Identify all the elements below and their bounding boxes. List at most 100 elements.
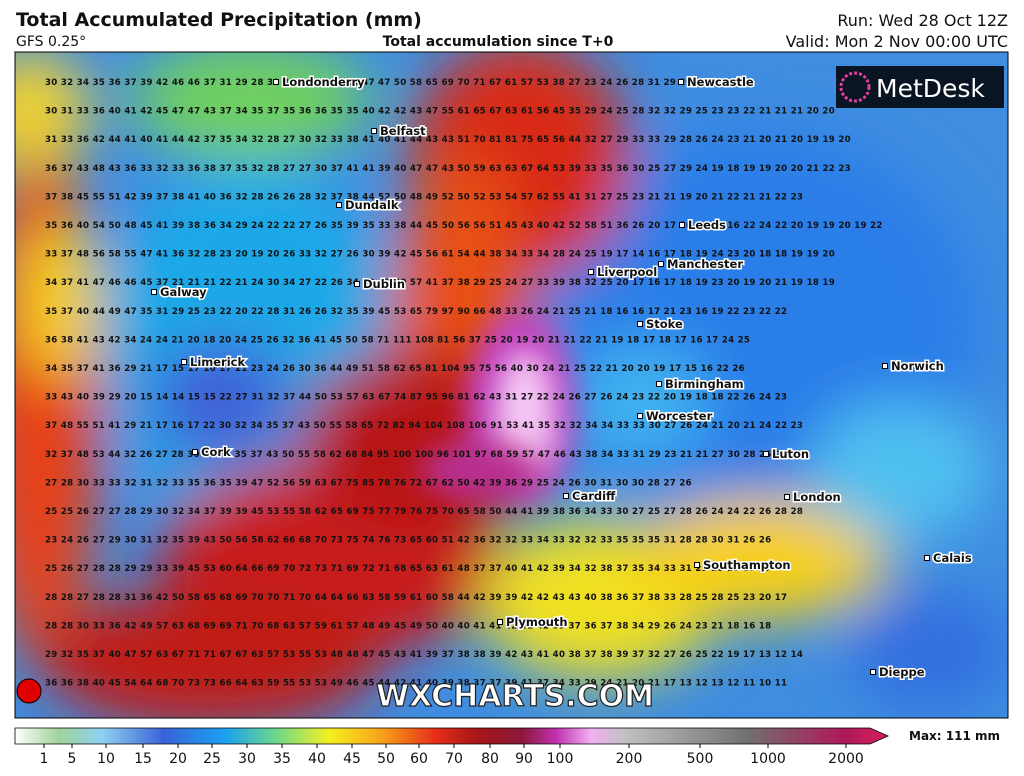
grid-row: 36 36 38 40 45 54 64 68 70 73 73 66 64 6… bbox=[45, 679, 787, 689]
grid-row: 30 32 34 35 36 37 39 42 46 46 37 31 29 2… bbox=[45, 78, 708, 88]
city-marker bbox=[924, 555, 930, 561]
colorbar bbox=[14, 727, 889, 745]
city-label: Norwich bbox=[891, 359, 944, 373]
grid-row: 36 37 43 48 43 36 33 32 33 36 38 37 35 3… bbox=[45, 164, 851, 174]
grid-row: 28 28 30 33 36 42 49 57 63 68 69 69 71 7… bbox=[45, 621, 771, 631]
colorbar-label: 1000 bbox=[750, 751, 786, 767]
city-label: Luton bbox=[772, 447, 809, 461]
city-label: Londonderry bbox=[282, 75, 365, 89]
valid: Valid: Mon 2 Nov 00:00 UTC bbox=[786, 32, 1008, 51]
grid-row: 27 28 30 33 33 32 31 32 33 35 36 35 39 4… bbox=[45, 478, 692, 488]
logo: MetDesk bbox=[876, 74, 985, 103]
city-marker bbox=[870, 669, 876, 675]
grid-row: 33 37 48 56 58 55 47 41 36 32 28 23 20 1… bbox=[45, 250, 835, 260]
colorbar-label: 50 bbox=[377, 751, 395, 767]
colorbar-label: 45 bbox=[343, 751, 361, 767]
city-marker bbox=[658, 261, 664, 267]
city-label: Manchester bbox=[667, 257, 743, 271]
grid-row: 37 48 55 51 41 29 21 17 16 17 22 30 32 3… bbox=[45, 421, 803, 431]
city-label: Plymouth bbox=[506, 615, 568, 629]
city-label: Stoke bbox=[646, 317, 683, 331]
watermark: WXCHARTS.COM bbox=[376, 679, 654, 714]
colorbar-label: 5 bbox=[68, 751, 77, 767]
city-marker bbox=[336, 202, 342, 208]
city-label: Worcester bbox=[646, 409, 713, 423]
model: GFS 0.25° bbox=[16, 34, 86, 50]
run: Run: Wed 28 Oct 12Z bbox=[837, 11, 1008, 30]
colorbar-label: 500 bbox=[687, 751, 714, 767]
city-label: Belfast bbox=[380, 124, 426, 138]
max-label: Max: 111 mm bbox=[909, 729, 1000, 743]
grid-row: 33 43 40 39 29 20 15 14 14 15 15 22 27 3… bbox=[45, 393, 787, 403]
grid-row: 28 28 27 28 28 31 36 42 50 58 65 68 69 7… bbox=[45, 593, 787, 603]
colorbar-label: 100 bbox=[547, 751, 574, 767]
city-label: Leeds bbox=[688, 218, 726, 232]
grid-row: 23 24 26 27 29 30 31 32 35 39 43 50 56 5… bbox=[45, 536, 771, 546]
city-label: Cork bbox=[201, 445, 231, 459]
city-label: Dieppe bbox=[879, 665, 925, 679]
grid-row: 36 38 41 43 42 34 24 24 21 20 18 20 24 2… bbox=[45, 335, 750, 345]
city-marker bbox=[763, 451, 769, 457]
colorbar-label: 1 bbox=[40, 751, 49, 767]
grid-row: 29 32 35 37 40 47 57 63 67 71 71 67 67 6… bbox=[45, 650, 803, 660]
city-marker bbox=[497, 619, 503, 625]
grid-row: 25 26 27 28 28 29 29 33 39 45 53 60 64 6… bbox=[45, 564, 771, 574]
title: Total Accumulated Precipitation (mm) bbox=[16, 9, 422, 31]
city-label: Dublin bbox=[363, 277, 405, 291]
city-label: Galway bbox=[160, 285, 207, 299]
colorbar-label: 30 bbox=[238, 751, 256, 767]
logo-icon bbox=[839, 71, 871, 103]
grid-row: 34 37 41 47 46 46 45 37 21 21 21 22 21 2… bbox=[45, 278, 835, 288]
grid-row: 31 33 36 42 44 41 40 41 44 42 37 35 34 3… bbox=[45, 135, 851, 145]
logo-box bbox=[836, 66, 1004, 108]
city-marker bbox=[784, 494, 790, 500]
colorbar-label: 90 bbox=[515, 751, 533, 767]
colorbar-label: 70 bbox=[445, 751, 463, 767]
city-label: Dundalk bbox=[345, 198, 399, 212]
city-marker bbox=[563, 493, 569, 499]
colorbar-label: 2000 bbox=[828, 751, 864, 767]
location-dot bbox=[16, 678, 42, 704]
city-label: Newcastle bbox=[687, 75, 754, 89]
city-marker bbox=[656, 381, 662, 387]
colorbar-label: 60 bbox=[410, 751, 428, 767]
city-label: Southampton bbox=[703, 558, 791, 572]
city-marker bbox=[371, 128, 377, 134]
city-marker bbox=[694, 562, 700, 568]
city-marker bbox=[354, 281, 360, 287]
city-label: Cardiff bbox=[572, 489, 616, 503]
city-marker bbox=[192, 449, 198, 455]
colorbar-ticks: 1 5 10 15 20 25 30 35 40 45 50 60 70 80 90 100 200 500 100… bbox=[40, 744, 864, 767]
grid-row: 37 38 45 55 51 42 39 37 38 41 40 36 32 2… bbox=[45, 192, 803, 202]
city-label: Limerick bbox=[190, 355, 245, 369]
colorbar-label: 200 bbox=[616, 751, 643, 767]
grid-row: 34 35 37 41 36 29 21 17 15 17 16 17 21 2… bbox=[45, 364, 745, 374]
city-marker bbox=[678, 79, 684, 85]
city-label: London bbox=[793, 490, 841, 504]
city-marker bbox=[637, 321, 643, 327]
colorbar-label: 40 bbox=[308, 751, 326, 767]
grid-row: 35 37 40 44 49 47 35 31 29 25 23 22 20 2… bbox=[45, 307, 787, 317]
colorbar-label: 10 bbox=[97, 751, 115, 767]
city-marker bbox=[679, 222, 685, 228]
value-grid: 30 32 34 35 36 37 39 42 46 46 37 31 29 2… bbox=[45, 78, 882, 689]
city-marker bbox=[181, 359, 187, 365]
colorbar-label: 25 bbox=[203, 751, 221, 767]
grid-row: 25 25 26 27 27 28 29 30 32 34 37 39 39 4… bbox=[45, 507, 803, 517]
city-label: Birmingham bbox=[665, 377, 744, 391]
city-label: Calais bbox=[933, 551, 972, 565]
city-marker bbox=[273, 79, 279, 85]
precip-field bbox=[15, 52, 1008, 718]
colorbar-label: 80 bbox=[481, 751, 499, 767]
city-marker bbox=[151, 289, 157, 295]
city-marker bbox=[588, 269, 594, 275]
grid-row: 32 37 48 53 44 32 26 27 28 30 32 34 35 3… bbox=[45, 450, 803, 460]
colorbar-label: 20 bbox=[169, 751, 187, 767]
map-frame bbox=[14, 51, 1009, 719]
city-label: Liverpool bbox=[597, 265, 657, 279]
city-marker bbox=[637, 413, 643, 419]
grid-row: 35 36 40 54 50 48 45 41 39 38 36 34 29 2… bbox=[45, 221, 882, 231]
colorbar-label: 35 bbox=[273, 751, 291, 767]
